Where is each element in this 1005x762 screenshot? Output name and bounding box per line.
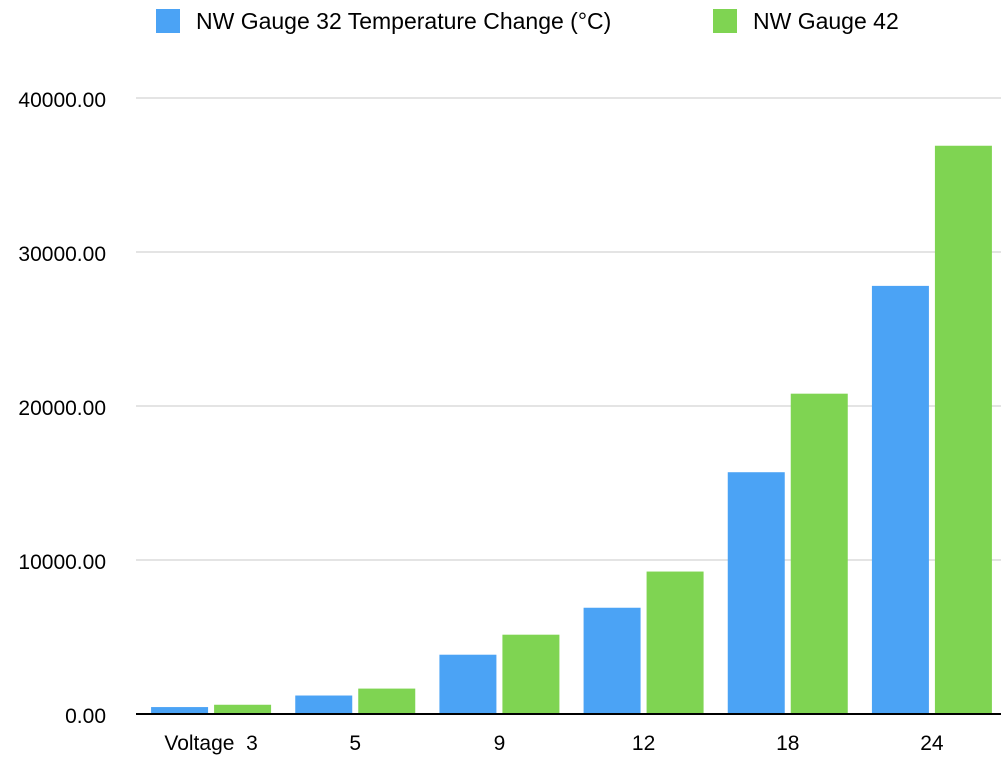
legend-swatch (156, 9, 180, 33)
legend: NW Gauge 32 Temperature Change (°C) NW Ga… (156, 8, 899, 34)
bar-series-2-1 (358, 688, 416, 714)
x-tick-label: 24 (920, 732, 944, 755)
legend-label: NW Gauge 32 Temperature Change (°C) (196, 8, 611, 34)
x-axis-ticks: Voltage 3 5 9 12 18 24 (164, 732, 944, 755)
y-axis-ticks: 0.00 10000.00 20000.00 30000.00 40000.00 (18, 89, 106, 728)
x-tick-label: 5 (349, 732, 361, 755)
y-tick-label: 40000.00 (18, 89, 106, 112)
bar-series-2-3 (646, 571, 704, 714)
legend-label: NW Gauge 42 (753, 8, 899, 34)
bar-series-1-4 (727, 472, 785, 714)
x-tick-label: 12 (632, 732, 655, 755)
y-tick-label: 20000.00 (18, 397, 106, 420)
x-tick-label: 18 (776, 732, 799, 755)
bar-series-1-3 (583, 607, 641, 714)
bar-series-2-0 (214, 704, 272, 714)
y-tick-label: 10000.00 (18, 551, 106, 574)
x-tick-label: Voltage 3 (164, 732, 257, 755)
bar-series-2-4 (790, 393, 848, 714)
bars (151, 145, 992, 715)
x-tick-label: 9 (494, 732, 506, 755)
bar-series-1-0 (151, 707, 209, 714)
bar-series-2-5 (934, 145, 992, 715)
bar-series-1-5 (871, 285, 929, 714)
legend-swatch (713, 9, 737, 33)
y-tick-label: 0.00 (65, 705, 106, 728)
bar-series-2-2 (502, 634, 560, 714)
y-tick-label: 30000.00 (18, 243, 106, 266)
bar-series-1-1 (295, 695, 353, 714)
bar-series-1-2 (439, 654, 497, 714)
gridlines (136, 97, 1001, 561)
